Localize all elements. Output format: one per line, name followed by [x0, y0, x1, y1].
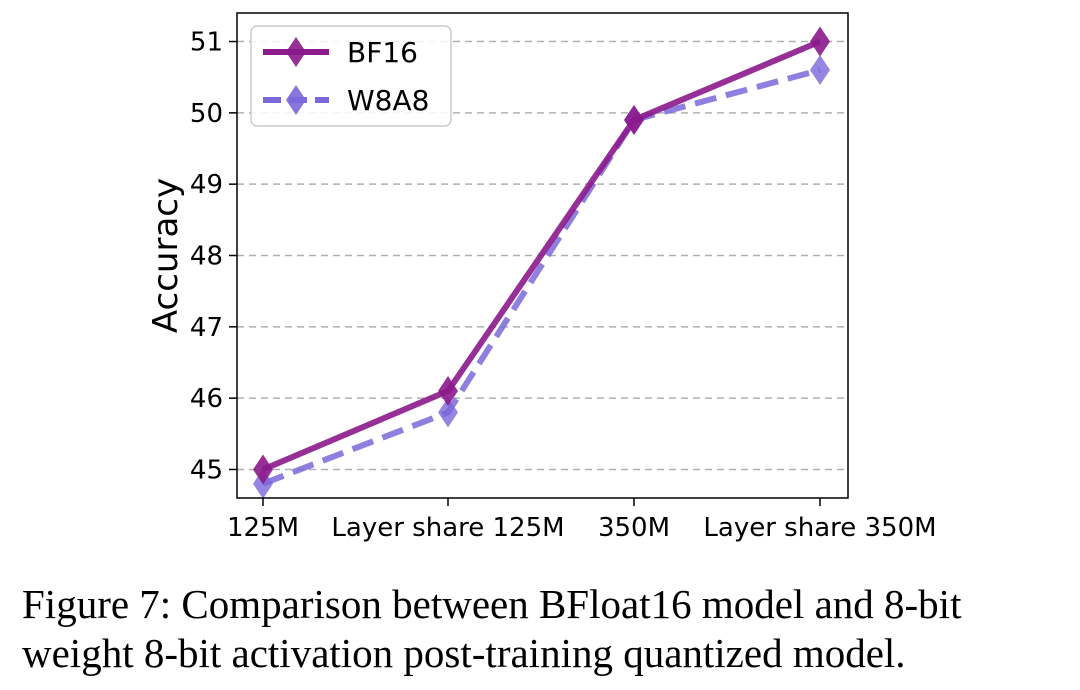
legend-label: BF16	[347, 36, 418, 69]
data-point-bf16	[624, 104, 644, 135]
x-tick-label: 350M	[598, 513, 670, 543]
accuracy-line-chart: 45 46 47 48 49 50 51 125M Layer share 125M 350M L…	[146, 12, 937, 543]
x-tick-label: Layer share 350M	[703, 513, 936, 543]
x-tick-label: 125M	[227, 513, 299, 543]
y-tick-label: 48	[190, 242, 223, 272]
series-line-w8a8	[261, 67, 821, 487]
figure-caption: Figure 7: Comparison between BFloat16 mo…	[22, 581, 962, 676]
y-axis-label: Accuracy	[146, 178, 186, 333]
legend: BF16 W8A8	[250, 25, 452, 127]
legend-marker-w8a8	[286, 85, 306, 115]
legend-marker-bf16	[286, 37, 306, 67]
y-tick-label: 51	[190, 28, 223, 58]
data-point-bf16	[253, 454, 273, 485]
data-point-w8a8	[438, 397, 458, 428]
data-point-bf16	[438, 376, 458, 407]
y-tick-label: 47	[190, 313, 223, 343]
x-tick-label: Layer share 125M	[331, 513, 564, 543]
series-line-bf16	[261, 38, 822, 473]
y-tick-label: 49	[190, 170, 223, 200]
y-ticks: 45 46 47 48 49 50 51	[190, 28, 237, 485]
series-bf16	[253, 26, 830, 485]
y-tick-label: 45	[190, 455, 223, 485]
data-point-bf16	[810, 26, 830, 57]
legend-label: W8A8	[347, 84, 429, 117]
y-tick-label: 50	[190, 99, 223, 129]
x-ticks: 125M Layer share 125M 350M Layer share 350M	[227, 498, 937, 543]
y-tick-label: 46	[190, 384, 223, 414]
data-point-w8a8	[810, 55, 830, 86]
series-group	[253, 26, 830, 499]
